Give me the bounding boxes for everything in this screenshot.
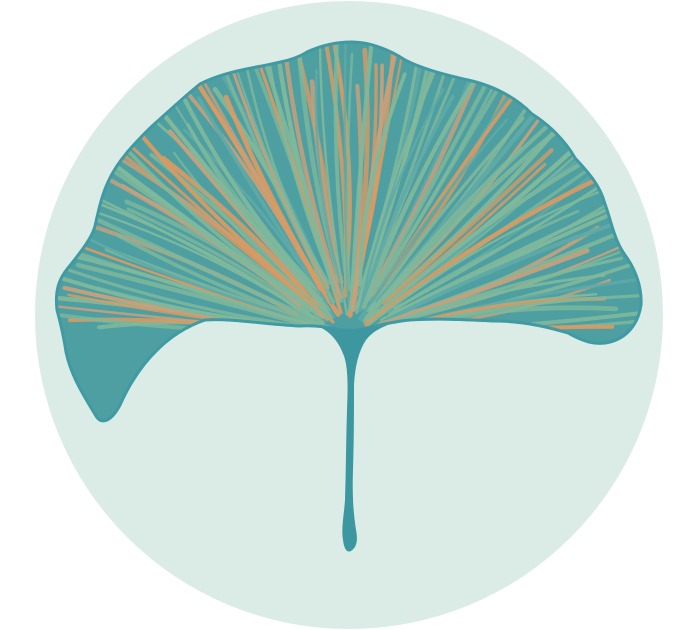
leaf-vein [357, 72, 407, 287]
leaf-vein [196, 96, 330, 305]
leaf-vein [124, 147, 320, 312]
leaf-vein [369, 116, 525, 311]
leaf-vein [368, 189, 604, 326]
leaf-vein [355, 48, 446, 315]
leaf-vein [117, 233, 333, 330]
leaf-vein [108, 124, 335, 324]
leaf-vein [382, 148, 554, 306]
leaf-vein [394, 144, 599, 302]
leaf-vein [318, 42, 349, 316]
leaf-vein [388, 209, 580, 316]
leaf-vein [349, 42, 375, 312]
leaf-vein [314, 68, 346, 296]
leaf-outline [54, 40, 643, 423]
leaf-vein [92, 147, 326, 320]
leaf-vein [182, 98, 319, 292]
leaf-vein [223, 94, 341, 317]
leaf-vein [172, 151, 334, 320]
leaf-stem [318, 324, 390, 552]
leaf-vein [360, 88, 445, 305]
leaf-vein [333, 42, 350, 289]
leaf-veins [56, 42, 642, 338]
leaf-vein [161, 156, 311, 300]
leaf-vein [309, 79, 344, 285]
leaf-vein [245, 67, 331, 286]
leaf-vein [186, 123, 324, 302]
leaf-vein [369, 118, 508, 308]
leaf-vein [366, 56, 502, 302]
leaf-vein [358, 94, 455, 313]
leaf-vein [343, 42, 350, 313]
leaf-vein [364, 178, 596, 328]
leaf-vein [126, 207, 309, 314]
leaf-vein [371, 63, 514, 298]
leaf-vein [368, 151, 601, 322]
leaf-vein [264, 42, 339, 295]
leaf-vein [226, 56, 330, 290]
leaf-vein [61, 224, 310, 322]
leaf-vein [346, 52, 354, 292]
